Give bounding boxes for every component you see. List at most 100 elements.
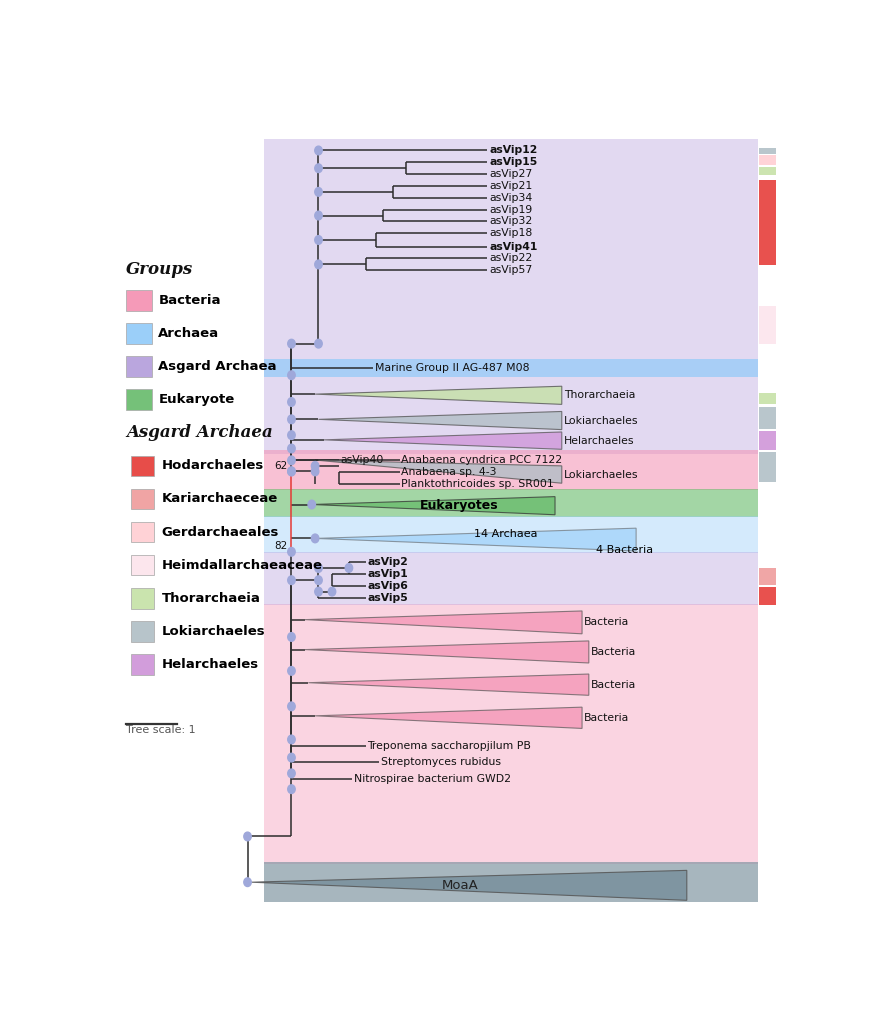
Text: Treponema saccharopjilum PB: Treponema saccharopjilum PB [367, 740, 531, 751]
Text: Anabaena cyndrica PCC 7122: Anabaena cyndrica PCC 7122 [401, 455, 562, 465]
Text: Archaea: Archaea [159, 327, 220, 340]
Text: asVip15: asVip15 [489, 158, 538, 167]
Circle shape [311, 467, 319, 476]
Text: Hodarchaeles: Hodarchaeles [161, 460, 264, 472]
Circle shape [328, 588, 336, 596]
Text: Tree scale: 1: Tree scale: 1 [126, 725, 195, 735]
Bar [126, 389, 152, 410]
Text: Bacteria: Bacteria [591, 647, 636, 657]
Text: Anabaena sp. 4-3: Anabaena sp. 4-3 [401, 467, 496, 477]
Bar [132, 555, 154, 575]
Circle shape [315, 146, 323, 155]
Bar [132, 622, 154, 642]
Text: Bacteria: Bacteria [584, 617, 630, 628]
Text: Heimdallarchaeaceae: Heimdallarchaeaceae [161, 559, 323, 571]
Circle shape [308, 500, 316, 509]
Bar [760, 306, 776, 344]
Circle shape [288, 735, 296, 743]
Polygon shape [315, 386, 562, 404]
Circle shape [315, 563, 323, 572]
Text: Lokiarchaeles: Lokiarchaeles [564, 470, 638, 479]
Text: Groups: Groups [126, 261, 193, 279]
Polygon shape [315, 708, 582, 728]
Text: Lokiarchaeles: Lokiarchaeles [161, 625, 265, 638]
Circle shape [315, 236, 323, 245]
Text: Bacteria: Bacteria [584, 713, 630, 723]
Text: Eukaryotes: Eukaryotes [420, 499, 499, 512]
Text: Helarchaeles: Helarchaeles [161, 658, 259, 671]
Text: asVip27: asVip27 [489, 169, 533, 179]
Text: asVip6: asVip6 [367, 581, 408, 591]
Text: asVip1: asVip1 [367, 569, 408, 579]
Text: Bacteria: Bacteria [159, 294, 221, 307]
Text: Asgard Archaea: Asgard Archaea [126, 424, 273, 440]
Bar [132, 456, 154, 476]
Circle shape [288, 397, 296, 407]
Polygon shape [251, 870, 687, 900]
Circle shape [288, 769, 296, 777]
Text: Lokiarchaeles: Lokiarchaeles [564, 416, 638, 426]
Polygon shape [305, 641, 589, 663]
Text: Kariarchaeceae: Kariarchaeceae [161, 493, 278, 506]
Circle shape [288, 667, 296, 675]
Text: asVip57: asVip57 [489, 265, 533, 275]
Bar [760, 567, 776, 585]
Text: Asgard Archaea: Asgard Archaea [159, 360, 276, 373]
Text: asVip34: asVip34 [489, 193, 533, 203]
Text: 82: 82 [275, 542, 288, 552]
Circle shape [288, 467, 296, 476]
Circle shape [288, 339, 296, 348]
Bar [760, 393, 776, 404]
Bar [126, 356, 152, 377]
Circle shape [315, 588, 323, 596]
Text: asVip22: asVip22 [489, 254, 533, 263]
Text: MoaA: MoaA [442, 879, 479, 892]
Polygon shape [324, 432, 562, 450]
Bar [264, 862, 758, 902]
Bar [264, 604, 758, 864]
Bar [264, 488, 758, 517]
Circle shape [315, 164, 323, 173]
Polygon shape [305, 611, 582, 634]
Polygon shape [318, 412, 562, 430]
Polygon shape [309, 674, 589, 695]
Text: asVip32: asVip32 [489, 216, 533, 226]
Text: Planktothricoides sp. SR001: Planktothricoides sp. SR001 [401, 479, 554, 489]
Bar [760, 156, 776, 165]
Circle shape [288, 415, 296, 424]
Bar [760, 587, 776, 605]
Circle shape [288, 754, 296, 762]
Circle shape [288, 633, 296, 641]
Circle shape [288, 784, 296, 794]
Polygon shape [315, 528, 636, 551]
Circle shape [311, 535, 319, 543]
Circle shape [315, 339, 323, 348]
Text: Marine Group II AG-487 M08: Marine Group II AG-487 M08 [375, 364, 529, 373]
Circle shape [288, 702, 296, 711]
Circle shape [244, 833, 251, 841]
Bar [132, 522, 154, 543]
Text: Eukaryote: Eukaryote [159, 393, 235, 407]
Bar [126, 324, 152, 344]
Bar [126, 290, 152, 310]
Text: asVip41: asVip41 [489, 242, 538, 252]
Text: Gerdarchaeales: Gerdarchaeales [161, 525, 279, 539]
Text: asVip12: asVip12 [489, 145, 538, 156]
Bar [132, 588, 154, 608]
Circle shape [288, 371, 296, 380]
Bar [264, 516, 758, 553]
Text: Bacteria: Bacteria [591, 680, 636, 690]
Text: asVip18: asVip18 [489, 228, 533, 239]
Circle shape [311, 462, 319, 470]
Text: Streptomyces rubidus: Streptomyces rubidus [381, 757, 501, 767]
Circle shape [315, 211, 323, 220]
Circle shape [315, 187, 323, 197]
Text: Helarchaeles: Helarchaeles [564, 435, 634, 445]
Bar [264, 138, 758, 454]
Circle shape [288, 467, 296, 476]
Text: asVip19: asVip19 [489, 205, 533, 215]
Circle shape [288, 431, 296, 439]
Bar [760, 167, 776, 175]
Circle shape [315, 260, 323, 268]
Bar [132, 654, 154, 675]
